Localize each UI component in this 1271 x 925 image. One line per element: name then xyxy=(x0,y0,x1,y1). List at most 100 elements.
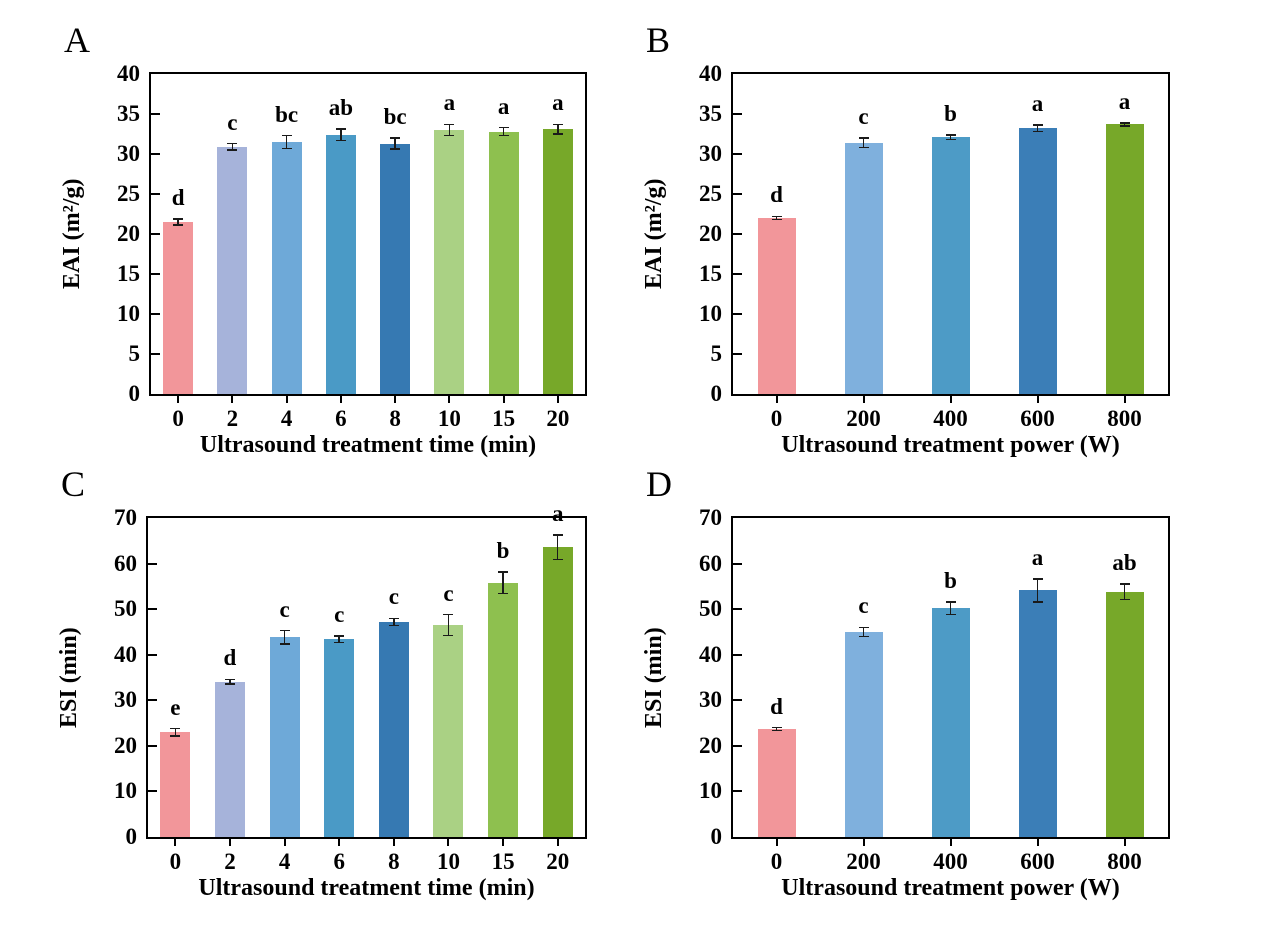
x-tick-label: 4 xyxy=(280,406,293,431)
y-tick-label: 50 xyxy=(114,596,137,622)
significance-letter: a xyxy=(1118,88,1131,114)
error-bar-cap-bottom xyxy=(227,149,238,151)
error-bar-cap-bottom xyxy=(388,624,399,627)
y-axis-title-a: EAI (m²/g) xyxy=(59,178,85,290)
error-bar-cap-bottom xyxy=(173,224,184,226)
error-bar-cap-top xyxy=(173,218,184,220)
y-tick-label: 40 xyxy=(117,61,140,86)
error-bar-line xyxy=(1036,579,1039,602)
error-bar-cap-bottom xyxy=(224,683,235,685)
x-axis-title-d: Ultrasound treatment power (W) xyxy=(781,875,1120,901)
x-tick-label: 2 xyxy=(226,406,239,431)
error-bar-cap-top xyxy=(224,678,235,681)
y-tick-mark xyxy=(148,790,157,793)
error-bar-cap-bottom xyxy=(771,729,782,732)
error-bar-line xyxy=(285,135,288,149)
x-tick-label: 6 xyxy=(335,406,347,431)
x-tick-label: 600 xyxy=(1020,849,1055,874)
error-bar-line xyxy=(775,727,778,731)
y-tick-mark xyxy=(733,313,742,315)
error-bar-cap-top xyxy=(771,215,782,218)
significance-letter: b xyxy=(944,100,957,126)
bar-400 xyxy=(931,608,970,837)
x-tick-mark xyxy=(862,839,865,846)
bar-200 xyxy=(844,142,883,394)
significance-letter: a xyxy=(1031,545,1044,571)
y-tick-mark xyxy=(733,562,742,565)
bar-0 xyxy=(757,218,796,394)
y-tick-mark xyxy=(733,608,742,611)
y-tick-mark xyxy=(151,353,160,355)
y-tick-label: 10 xyxy=(699,301,722,326)
x-tick-label: 2 xyxy=(224,849,236,874)
error-bar-line xyxy=(502,127,505,136)
x-tick-label: 10 xyxy=(436,849,460,874)
significance-letter: a xyxy=(552,90,564,116)
significance-letter: bc xyxy=(275,101,299,127)
y-tick-mark xyxy=(733,153,742,155)
x-axis-title-b: Ultrasound treatment power (W) xyxy=(781,432,1120,458)
y-tick-label: 40 xyxy=(699,61,722,86)
panel-letter-b: B xyxy=(646,20,671,60)
x-tick-label: 20 xyxy=(546,849,570,874)
y-tick-label: 70 xyxy=(114,505,137,530)
x-tick-mark xyxy=(392,839,395,846)
x-tick-label: 400 xyxy=(933,849,968,874)
error-bar-line xyxy=(1123,122,1126,126)
error-bar-cap-top xyxy=(498,126,509,129)
plot-area-b: d c b a a xyxy=(731,72,1170,396)
x-tick-mark xyxy=(949,396,952,403)
error-bar-cap-bottom xyxy=(552,133,563,135)
y-tick-mark xyxy=(733,744,742,747)
error-bar-cap-bottom xyxy=(858,146,869,149)
significance-letter: c xyxy=(443,580,454,606)
y-tick-mark xyxy=(148,562,157,565)
error-bar-cap-top xyxy=(858,626,869,629)
panel-letter-d: D xyxy=(646,464,672,504)
significance-letter: c xyxy=(858,104,869,129)
x-tick-label: 8 xyxy=(389,406,401,431)
plot-area-c: e d c c c c b a xyxy=(146,501,587,839)
y-tick-mark xyxy=(148,744,157,747)
y-tick-label: 10 xyxy=(114,778,137,804)
error-bar-cap-top xyxy=(170,727,181,730)
bar-20 xyxy=(542,547,573,837)
x-tick-mark xyxy=(1123,396,1126,403)
bar-2 xyxy=(217,146,248,394)
bar-800 xyxy=(1105,124,1144,394)
x-tick-mark xyxy=(949,839,952,846)
y-tick-label: 35 xyxy=(699,101,722,126)
significance-letter: c xyxy=(227,109,238,135)
error-bar-line xyxy=(775,216,778,220)
y-tick-mark xyxy=(733,193,742,195)
x-tick-mark xyxy=(228,839,231,846)
x-tick-mark xyxy=(502,839,505,846)
error-bar-line xyxy=(502,571,504,594)
error-bar-cap-bottom xyxy=(335,139,346,142)
error-bar-line xyxy=(394,138,396,150)
significance-letter: a xyxy=(443,90,456,116)
x-tick-label: 15 xyxy=(491,849,515,874)
error-bar-cap-top xyxy=(390,137,401,139)
error-bar-cap-bottom xyxy=(945,138,956,141)
significance-letter: b xyxy=(496,537,510,563)
error-bar-cap-bottom xyxy=(552,558,563,561)
error-bar-cap-top xyxy=(443,613,454,616)
significance-letter: c xyxy=(334,602,345,628)
y-tick-mark xyxy=(733,273,742,275)
bar-15 xyxy=(488,582,519,837)
bar-10 xyxy=(433,625,464,837)
error-bar-cap-bottom xyxy=(444,134,455,137)
x-tick-mark xyxy=(556,396,559,403)
y-axis-title-b: EAI (m²/g) xyxy=(641,178,667,290)
x-tick-label: 6 xyxy=(333,849,345,874)
y-tick-label: 25 xyxy=(117,181,140,206)
error-bar-line xyxy=(1036,125,1039,132)
y-tick-label: 15 xyxy=(117,261,140,286)
error-bar-line xyxy=(862,138,865,148)
y-tick-mark xyxy=(733,353,742,355)
y-tick-label: 60 xyxy=(699,550,722,576)
error-bar-cap-bottom xyxy=(1119,125,1130,127)
